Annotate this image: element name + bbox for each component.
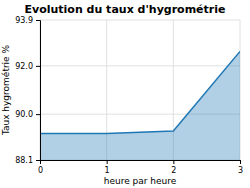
tick-mark — [240, 160, 241, 164]
grid-line — [40, 20, 240, 21]
tick: 1 — [105, 160, 110, 175]
tick-mark — [173, 160, 174, 164]
tick-mark — [107, 160, 108, 164]
tick: 0 — [38, 160, 43, 175]
tick: 92.0 — [15, 62, 40, 71]
tick-label: 0 — [38, 166, 43, 175]
tick-label: 92.0 — [15, 62, 33, 71]
axis-line — [36, 21, 41, 161]
y-axis-title: Taux hygrométrie % — [1, 44, 11, 136]
tick-mark — [36, 114, 40, 115]
tick: 93.9 — [15, 16, 40, 25]
y-axis: 88.1 90.0 92.0 93.9 — [15, 16, 40, 165]
tick-mark — [36, 160, 40, 161]
title: Evolution du taux d'hygrométrie — [25, 3, 226, 16]
tick-mark — [36, 66, 40, 67]
tick-label: 93.9 — [15, 16, 33, 25]
plot: 0 1 2 3 88.1 90.0 92.0 93.9 — [15, 16, 243, 175]
tick-mark — [36, 20, 40, 21]
grid-line — [40, 65, 240, 66]
grid — [40, 20, 240, 160]
x-axis: 0 1 2 3 — [38, 160, 243, 175]
marks — [40, 51, 240, 160]
tick-label: 2 — [171, 166, 176, 175]
tick: 3 — [238, 160, 243, 175]
axis-line — [41, 161, 241, 165]
x-axis-title: heure par heure — [104, 176, 177, 186]
tick-label: 88.1 — [15, 156, 33, 165]
line — [40, 51, 240, 133]
tick-label: 1 — [105, 166, 110, 175]
tick: 90.0 — [15, 110, 40, 119]
tick: 2 — [171, 160, 176, 175]
tick-label: 90.0 — [15, 110, 33, 119]
tick-label: 3 — [238, 166, 243, 175]
chart: 0 1 2 3 88.1 90.0 92.0 93.9Evolution du taux d'… — [0, 0, 250, 188]
tick: 88.1 — [15, 156, 40, 165]
area — [40, 51, 240, 160]
